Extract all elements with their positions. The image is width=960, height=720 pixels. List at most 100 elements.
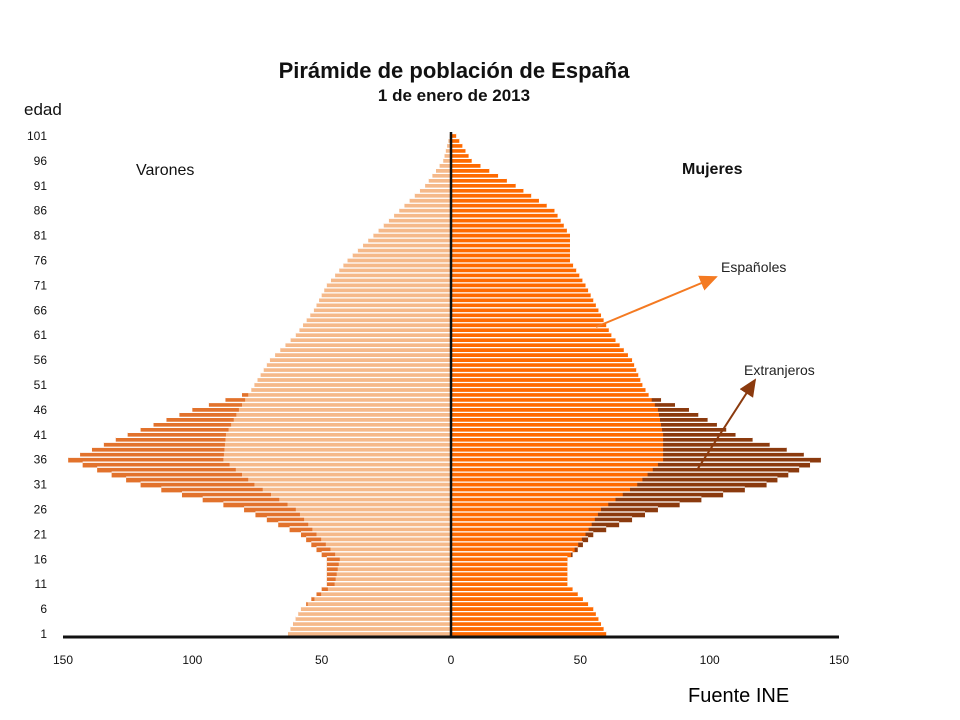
female-bar-spanish-age-56 [451, 357, 633, 363]
male-bar-spanish-age-57 [275, 352, 451, 358]
male-bar-spanish-age-9 [321, 591, 451, 597]
female-bar-spanish-age-72 [451, 277, 583, 284]
female-bar-spanish-age-1 [451, 631, 607, 637]
male-bar-spanish-age-19 [325, 541, 451, 548]
male-bar-spanish-age-64 [306, 317, 451, 324]
male-bar-spanish-age-4 [295, 616, 451, 622]
female-bar-spanish-age-88 [451, 198, 539, 204]
female-bar-spanish-age-55 [451, 362, 635, 368]
male-bar-spanish-age-5 [298, 611, 451, 617]
female-spanish-bars [451, 133, 664, 637]
female-bar-spanish-age-31 [451, 482, 638, 488]
female-bar-spanish-age-46 [451, 407, 658, 413]
male-bar-spanish-age-62 [299, 327, 451, 334]
male-bar-spanish-age-99 [447, 143, 451, 149]
male-bar-spanish-age-77 [352, 253, 451, 259]
y-tick-label-101: 101 [27, 129, 47, 143]
female-bar-spanish-age-37 [451, 452, 664, 458]
male-bar-spanish-age-58 [280, 347, 451, 353]
male-bar-spanish-age-8 [314, 596, 451, 602]
female-bar-spanish-age-93 [451, 173, 499, 179]
male-bar-spanish-age-14 [337, 566, 451, 573]
male-bar-spanish-age-21 [316, 531, 451, 538]
female-bar-spanish-age-77 [451, 253, 570, 259]
female-bar-spanish-age-26 [451, 507, 602, 513]
male-bar-spanish-age-97 [444, 153, 451, 159]
male-bar-spanish-age-49 [248, 392, 451, 398]
male-bar-spanish-age-31 [254, 482, 451, 488]
male-bar-spanish-age-94 [435, 168, 451, 174]
x-tick-label-3: 0 [448, 653, 455, 667]
female-bar-spanish-age-5 [451, 611, 596, 617]
female-bar-spanish-age-41 [451, 432, 664, 438]
male-bar-spanish-age-13 [336, 571, 451, 578]
y-tick-label-96: 96 [34, 154, 48, 168]
y-tick-label-16: 16 [34, 552, 48, 566]
female-bar-spanish-age-40 [451, 437, 664, 443]
male-bar-spanish-age-90 [419, 188, 451, 194]
male-bar-spanish-age-34 [235, 467, 451, 473]
male-bar-spanish-age-27 [287, 502, 451, 508]
male-bar-spanish-age-46 [238, 407, 451, 413]
female-bar-spanish-age-96 [451, 158, 472, 164]
male-bar-spanish-age-37 [223, 452, 451, 458]
male-bar-spanish-age-71 [326, 282, 451, 289]
male-bar-spanish-age-32 [248, 477, 451, 483]
y-tick-label-56: 56 [34, 353, 48, 367]
female-bar-spanish-age-13 [451, 571, 568, 578]
female-bar-spanish-age-61 [451, 332, 612, 338]
male-bar-spanish-age-82 [378, 228, 451, 234]
male-bar-spanish-age-23 [308, 521, 451, 528]
female-bar-spanish-age-86 [451, 208, 555, 214]
female-bar-spanish-age-19 [451, 541, 579, 548]
female-bar-spanish-age-12 [451, 576, 568, 583]
male-bar-spanish-age-65 [310, 312, 451, 319]
female-bar-spanish-age-76 [451, 258, 570, 264]
y-tick-label-36: 36 [34, 453, 48, 467]
female-bar-spanish-age-7 [451, 601, 589, 607]
male-bar-spanish-age-55 [266, 362, 451, 368]
male-bar-spanish-age-98 [445, 148, 451, 154]
female-bar-spanish-age-3 [451, 621, 602, 627]
female-bar-spanish-age-90 [451, 188, 524, 194]
female-bar-spanish-age-32 [451, 477, 643, 483]
y-tick-label-51: 51 [34, 378, 48, 392]
male-bar-spanish-age-66 [313, 307, 451, 314]
arrow-espanoles [595, 275, 718, 328]
female-bar-spanish-age-33 [451, 472, 648, 478]
male-bar-spanish-age-84 [388, 218, 451, 224]
x-tick-label-2: 50 [315, 653, 329, 667]
male-bar-spanish-age-70 [324, 287, 451, 294]
female-bar-spanish-age-101 [451, 133, 457, 139]
x-tick-label-5: 100 [700, 653, 720, 667]
y-tick-label-11: 11 [35, 577, 48, 591]
female-bar-spanish-age-83 [451, 223, 564, 229]
female-bar-spanish-age-18 [451, 546, 575, 553]
male-bar-spanish-age-67 [316, 302, 451, 309]
female-bar-spanish-age-44 [451, 417, 661, 423]
x-tick-label-1: 100 [182, 653, 202, 667]
female-bar-spanish-age-34 [451, 467, 653, 473]
male-bar-spanish-age-38 [224, 447, 451, 453]
female-bar-spanish-age-95 [451, 163, 481, 169]
male-bar-spanish-age-20 [321, 536, 451, 543]
female-bar-spanish-age-78 [451, 248, 570, 254]
male-bar-spanish-age-76 [347, 258, 451, 264]
y-tick-label-21: 21 [34, 527, 48, 541]
male-bar-spanish-age-95 [439, 163, 451, 169]
female-bar-spanish-age-60 [451, 337, 616, 343]
female-bar-spanish-age-14 [451, 566, 568, 573]
female-bar-spanish-age-53 [451, 372, 639, 378]
male-bar-spanish-age-86 [399, 208, 451, 214]
male-bar-spanish-age-85 [394, 213, 451, 219]
male-bar-spanish-age-72 [330, 277, 451, 284]
female-bar-spanish-age-20 [451, 536, 582, 543]
female-bar-spanish-age-59 [451, 342, 620, 348]
female-bar-spanish-age-51 [451, 382, 643, 388]
y-tick-label-91: 91 [34, 179, 48, 193]
female-bar-spanish-age-52 [451, 377, 641, 383]
female-bar-spanish-age-64 [451, 317, 604, 324]
male-bar-spanish-age-60 [290, 337, 451, 343]
female-bar-spanish-age-45 [451, 412, 659, 418]
